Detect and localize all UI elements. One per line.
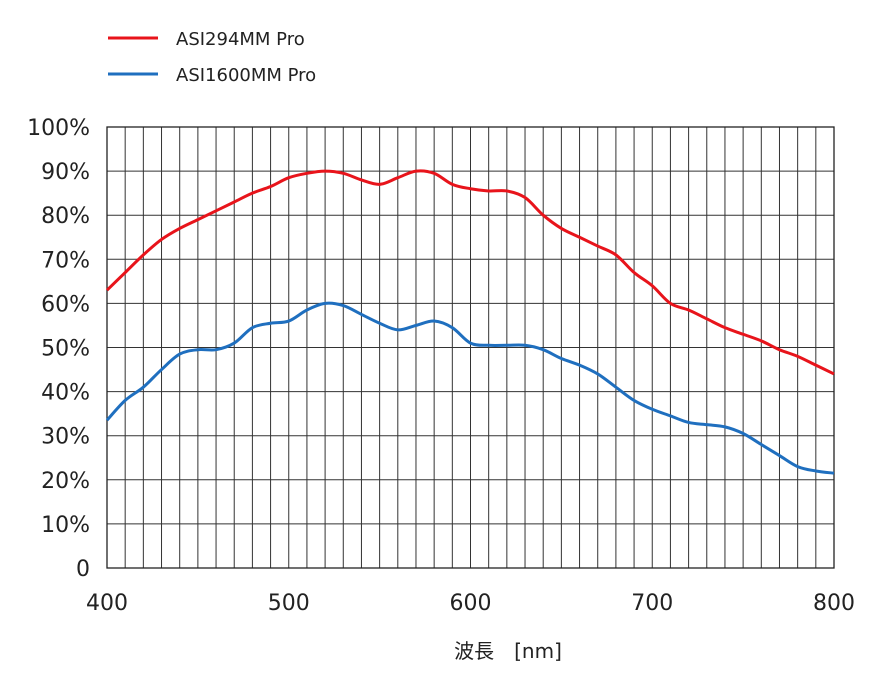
y-tick-label: 50%: [41, 337, 90, 362]
legend-label-2: ASI1600MM Pro: [176, 65, 316, 86]
series-lines: [105, 169, 835, 475]
legend-label-1: ASI294MM Pro: [176, 29, 305, 50]
x-tick-label: 400: [86, 591, 128, 616]
y-axis-tick-labels: 0 10% 20% 30% 40% 50% 60% 70% 80% 90% 100%: [27, 116, 90, 582]
y-tick-label: 60%: [41, 292, 90, 317]
y-tick-label: 90%: [41, 160, 90, 185]
x-axis-tick-labels: 400 500 600 700 800: [86, 591, 855, 616]
x-tick-label: 700: [631, 591, 673, 616]
y-tick-label: 100%: [27, 116, 90, 141]
x-tick-label: 600: [450, 591, 492, 616]
series-line-2: [105, 301, 835, 475]
legend: ASI294MM Pro ASI1600MM Pro: [108, 29, 316, 86]
y-tick-label: 70%: [41, 248, 90, 273]
y-tick-label: 20%: [41, 469, 90, 494]
x-axis-label: 波長 [nm]: [454, 639, 562, 663]
x-tick-label: 500: [268, 591, 310, 616]
y-tick-label: 40%: [41, 381, 90, 406]
plot-frame: [106, 126, 835, 569]
y-tick-label: 0: [76, 557, 90, 582]
chart-grid: [106, 126, 835, 569]
x-tick-label: 800: [813, 591, 855, 616]
y-tick-label: 30%: [41, 425, 90, 450]
y-tick-label: 10%: [41, 513, 90, 538]
series-line-1: [105, 169, 835, 376]
y-tick-label: 80%: [41, 204, 90, 229]
